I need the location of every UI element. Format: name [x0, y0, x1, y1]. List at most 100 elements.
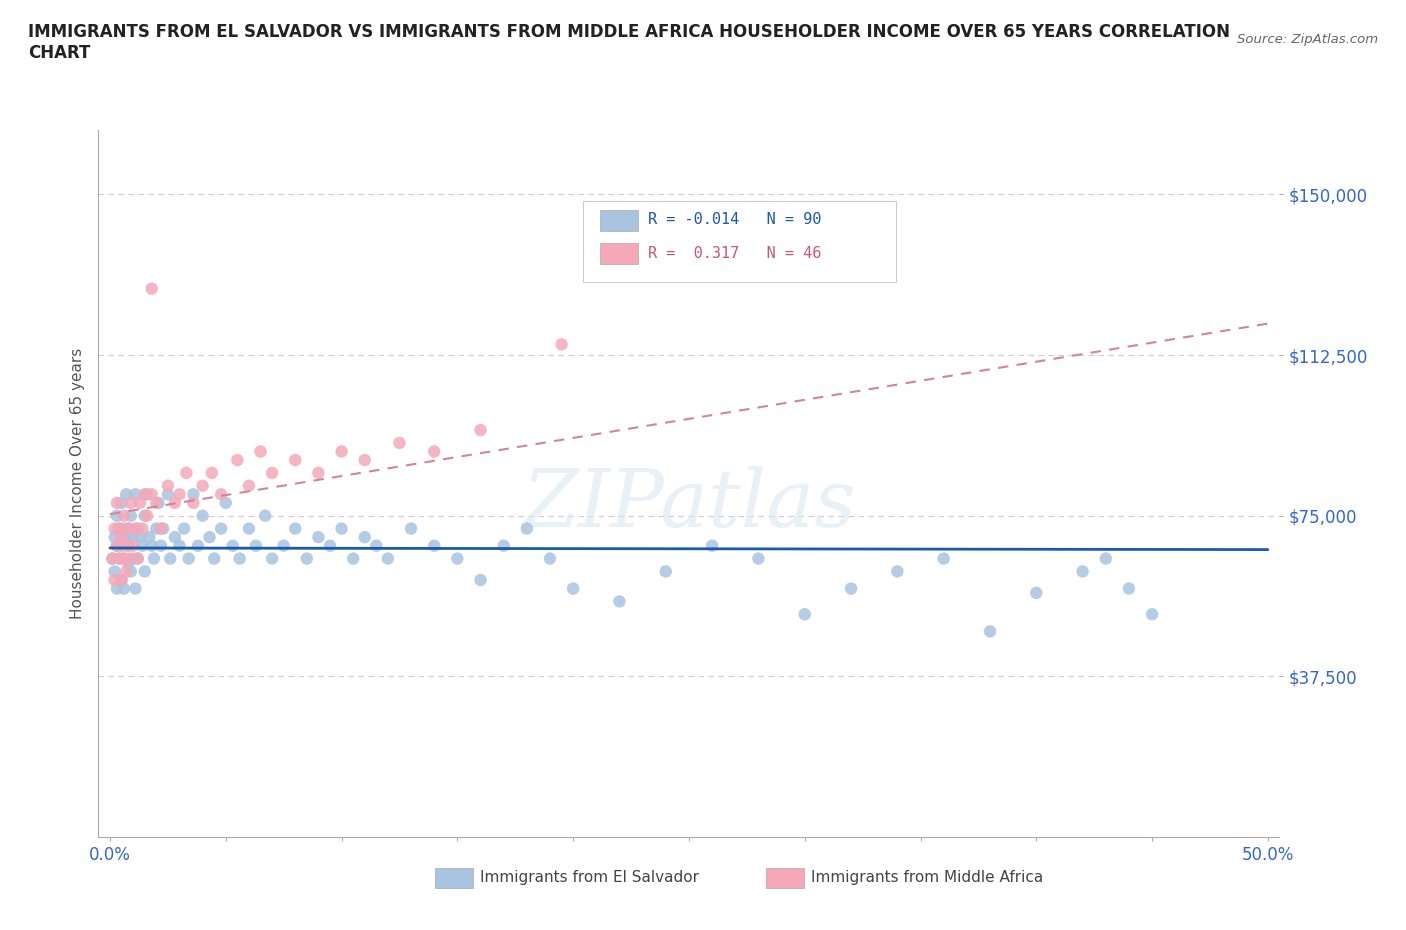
Point	[156, 478, 179, 493]
Point	[886, 564, 908, 578]
Point	[932, 551, 955, 566]
Point	[105, 538, 128, 553]
Point	[134, 564, 156, 578]
Point	[177, 551, 200, 566]
Point	[101, 551, 124, 566]
Point	[262, 465, 284, 480]
Text: Immigrants from El Salvador: Immigrants from El Salvador	[479, 870, 699, 885]
Text: R =  0.317   N = 46: R = 0.317 N = 46	[648, 246, 821, 260]
Point	[307, 530, 329, 545]
Text: Immigrants from Middle Africa: Immigrants from Middle Africa	[811, 870, 1043, 885]
Point	[163, 530, 186, 545]
Point	[131, 521, 153, 536]
Point	[446, 551, 468, 566]
Point	[388, 435, 411, 450]
Point	[839, 581, 862, 596]
Point	[131, 538, 153, 553]
Point	[201, 465, 224, 480]
Point	[228, 551, 250, 566]
Point	[122, 551, 145, 566]
Point	[108, 551, 131, 566]
Point	[112, 581, 135, 596]
Point	[492, 538, 515, 553]
Point	[122, 530, 145, 545]
Point	[149, 538, 172, 553]
Point	[136, 509, 159, 524]
Point	[105, 581, 128, 596]
Point	[124, 581, 146, 596]
Point	[550, 337, 572, 352]
Point	[115, 530, 138, 545]
Point	[124, 487, 146, 502]
Point	[330, 444, 353, 458]
Point	[104, 573, 127, 588]
Text: ZIPatlas: ZIPatlas	[522, 466, 856, 543]
Point	[104, 521, 127, 536]
Point	[342, 551, 364, 566]
FancyBboxPatch shape	[766, 868, 803, 888]
Point	[141, 487, 163, 502]
Point	[115, 538, 138, 553]
Point	[134, 509, 156, 524]
Point	[169, 538, 191, 553]
Point	[110, 573, 132, 588]
FancyBboxPatch shape	[600, 244, 638, 264]
Point	[115, 487, 138, 502]
Point	[117, 538, 139, 553]
Point	[307, 465, 329, 480]
Text: IMMIGRANTS FROM EL SALVADOR VS IMMIGRANTS FROM MIDDLE AFRICA HOUSEHOLDER INCOME : IMMIGRANTS FROM EL SALVADOR VS IMMIGRANT…	[28, 23, 1230, 62]
Point	[105, 496, 128, 511]
Point	[319, 538, 342, 553]
FancyBboxPatch shape	[600, 210, 638, 232]
Point	[112, 551, 135, 566]
Point	[470, 573, 492, 588]
Point	[353, 453, 375, 468]
Point	[117, 555, 139, 570]
Point	[423, 444, 446, 458]
Point	[366, 538, 388, 553]
Point	[110, 530, 132, 545]
Point	[112, 509, 135, 524]
Point	[516, 521, 538, 536]
Point	[202, 551, 225, 566]
Point	[1094, 551, 1116, 566]
Point	[163, 496, 186, 511]
Point	[238, 478, 260, 493]
Point	[1140, 606, 1163, 621]
Point	[191, 509, 214, 524]
Point	[183, 487, 205, 502]
Point	[284, 453, 307, 468]
Point	[115, 564, 138, 578]
Point	[105, 538, 128, 553]
Point	[399, 521, 422, 536]
Point	[353, 530, 375, 545]
FancyBboxPatch shape	[582, 201, 896, 282]
Point	[124, 521, 146, 536]
FancyBboxPatch shape	[434, 868, 472, 888]
Point	[117, 521, 139, 536]
Point	[284, 521, 307, 536]
Point	[101, 551, 124, 566]
Point	[377, 551, 399, 566]
Y-axis label: Householder Income Over 65 years: Householder Income Over 65 years	[69, 348, 84, 619]
Point	[173, 521, 195, 536]
Point	[1118, 581, 1140, 596]
Point	[215, 496, 238, 511]
Point	[145, 496, 167, 511]
Point	[198, 530, 221, 545]
Point	[117, 521, 139, 536]
Text: R = -0.014   N = 90: R = -0.014 N = 90	[648, 212, 821, 228]
Point	[105, 509, 128, 524]
Point	[609, 594, 631, 609]
Point	[156, 487, 179, 502]
Point	[273, 538, 295, 553]
Text: Source: ZipAtlas.com: Source: ZipAtlas.com	[1237, 33, 1378, 46]
Point	[295, 551, 318, 566]
Point	[112, 551, 135, 566]
Point	[226, 453, 249, 468]
Point	[470, 422, 492, 437]
Point	[159, 551, 181, 566]
Point	[149, 521, 172, 536]
Point	[145, 521, 167, 536]
Point	[110, 573, 132, 588]
